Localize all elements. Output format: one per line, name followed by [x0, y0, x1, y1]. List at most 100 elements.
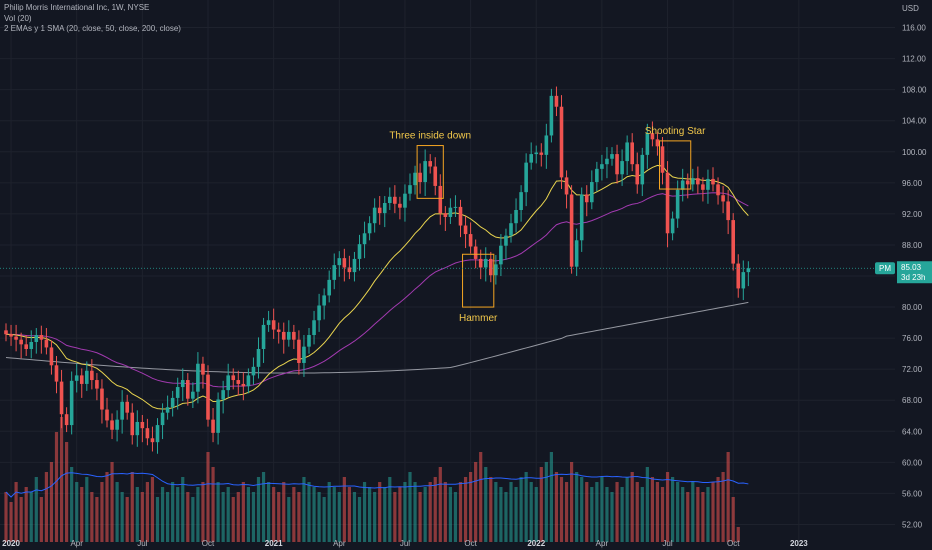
volume-bar: [585, 482, 589, 542]
volume-bar: [246, 487, 250, 542]
volume-bar: [701, 492, 705, 542]
volume-bar: [600, 477, 604, 542]
volume-bar: [44, 472, 48, 542]
volume-bar: [383, 487, 387, 542]
volume-bar: [676, 482, 680, 542]
candle-body: [423, 161, 427, 183]
candle-body: [14, 336, 18, 340]
annotation-label: Hammer: [459, 313, 498, 324]
volume-bar: [570, 462, 574, 542]
candle-body: [241, 383, 246, 387]
candle-body: [499, 245, 503, 265]
ticker-badge-label: PM: [879, 264, 891, 273]
candle-body: [281, 331, 286, 340]
volume-bar: [312, 487, 316, 542]
volume-bar: [736, 527, 740, 542]
candle-body: [388, 196, 392, 204]
candle-body: [4, 330, 8, 335]
legend-symbol[interactable]: Philip Morris International Inc, 1W, NYS…: [4, 3, 150, 12]
candle-body: [696, 178, 700, 185]
volume-bar: [120, 492, 124, 542]
candle-body: [85, 370, 89, 384]
candle-body: [150, 438, 155, 443]
candle-body: [489, 258, 493, 276]
candle-body: [160, 412, 165, 426]
candle-body: [448, 207, 453, 217]
pattern-annotations: Three inside down Hammer Shooting Star: [389, 126, 706, 324]
annotation-box[interactable]: [659, 140, 692, 190]
candle-body: [408, 185, 412, 194]
candle-body: [625, 142, 629, 162]
volume-ma-line: [5, 472, 749, 498]
candle-body: [180, 380, 185, 388]
volume-bar: [474, 462, 478, 542]
candle-body: [514, 210, 518, 224]
candle-body: [726, 201, 730, 221]
candle-body: [443, 213, 448, 217]
candle-body: [236, 380, 241, 384]
volume-bar: [196, 487, 200, 542]
volume-bar: [655, 482, 660, 542]
candle-body: [287, 331, 291, 340]
x-tick-label: Apr: [596, 539, 609, 548]
legend-volume[interactable]: Vol (20): [4, 13, 32, 23]
x-tick-label: Jul: [137, 539, 147, 548]
candle-body: [741, 272, 746, 289]
candles: [4, 86, 751, 454]
candle-body: [670, 218, 675, 234]
volume-bar: [236, 492, 240, 542]
candle-body: [226, 375, 230, 391]
annotation-box[interactable]: [462, 253, 495, 308]
y-tick-label: 68.00: [902, 396, 923, 405]
volume-bar: [125, 497, 129, 542]
legend-indicator[interactable]: 2 EMAs y 1 SMA (20, close, 50, close, 20…: [4, 24, 181, 33]
volume-bar: [14, 482, 18, 542]
candle-body: [584, 194, 589, 203]
volume-bar: [4, 492, 8, 542]
volume-bar: [80, 487, 84, 542]
volume-bar: [135, 487, 139, 542]
candle-body: [110, 420, 114, 430]
chart-legend: Philip Morris International Inc, 1W, NYS…: [4, 3, 181, 35]
volume-bar: [519, 477, 523, 542]
volume-bar: [393, 492, 397, 542]
candle-body: [307, 335, 311, 347]
volume-bar: [347, 487, 351, 542]
volume-bar: [671, 477, 675, 542]
candle-body: [483, 258, 488, 268]
volume-bar: [277, 492, 281, 542]
candle-body: [721, 195, 725, 202]
candle-body: [140, 421, 145, 429]
volume-bar: [398, 487, 402, 542]
x-tick-label: 2021: [265, 539, 283, 548]
candle-body: [731, 220, 735, 264]
annotation-box[interactable]: [416, 145, 444, 199]
volume-bar: [403, 482, 407, 542]
volume-bar: [201, 482, 205, 542]
ema20-line: [5, 164, 749, 410]
candle-body: [645, 133, 650, 155]
volume-bar: [549, 452, 553, 542]
candle-body: [327, 279, 331, 296]
volume-bar: [54, 432, 59, 542]
volume-bar: [660, 487, 665, 542]
candle-body: [221, 390, 225, 400]
volume-bar: [463, 477, 468, 542]
bar-countdown: 3d 23h: [901, 273, 925, 282]
volume-bar: [272, 487, 276, 542]
candle-body: [165, 407, 170, 413]
candle-body: [403, 193, 407, 208]
volume-bar: [115, 482, 119, 542]
time-axis[interactable]: 2020 Apr Jul Oct 2021 Apr Jul Oct 2022 Apr Jul Oct 2…: [2, 539, 808, 548]
volume-bar: [90, 492, 94, 542]
candle-body: [524, 162, 528, 193]
candle-body: [211, 419, 215, 433]
volume-bar: [145, 482, 149, 542]
volume-bar: [362, 482, 367, 542]
y-tick-label: 112.00: [902, 55, 926, 64]
candle-body: [478, 258, 483, 268]
candle-body: [494, 264, 498, 276]
candle-body: [115, 419, 119, 430]
